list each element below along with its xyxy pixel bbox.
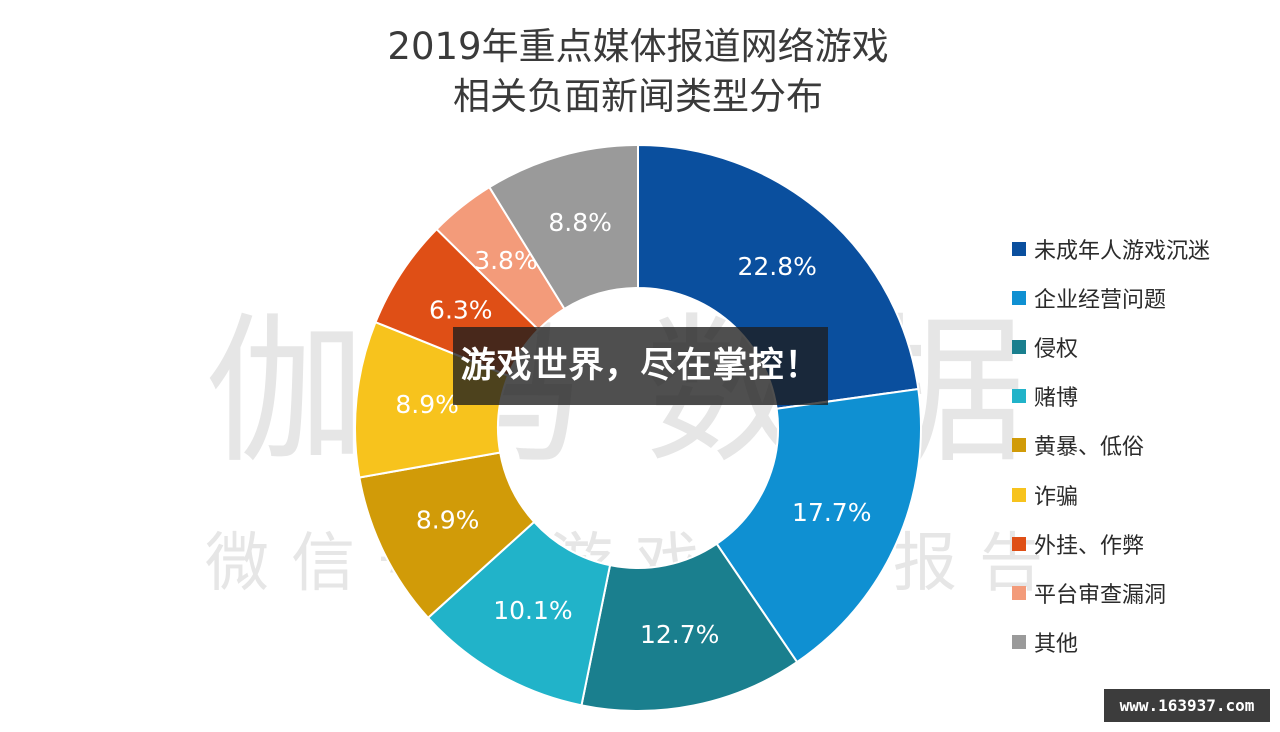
legend-label: 赌博 [1034,386,1079,412]
chart-title-line-2: 相关负面新闻类型分布 [453,75,823,118]
chart-legend: 未成年人游戏沉迷 企业经营问题 侵权赌博黄暴、低俗诈骗外挂、作弊平台审查漏洞 其他 [1012,224,1210,667]
legend-swatch [1012,635,1026,650]
legend-label: 外挂、作弊 [1034,533,1145,559]
legend-label: 未成年人游戏沉迷 [1034,238,1211,264]
legend-item-5: 诈骗 [1012,470,1210,519]
legend-label: 侵权 [1034,336,1079,362]
legend-label: 其他 [1034,632,1079,658]
legend-item-8: 其他 [1012,618,1210,667]
legend-item-0: 未成年人游戏沉迷 [1012,224,1210,273]
slice-label-5: 8.9% [395,390,459,419]
legend-item-4: 黄暴、低俗 [1012,421,1210,470]
legend-item-7: 平台审查漏洞 [1012,568,1210,617]
donut-slice-2 [580,542,799,712]
legend-swatch [1012,389,1026,404]
legend-item-6: 外挂、作弊 [1012,519,1210,568]
legend-swatch [1012,241,1026,256]
legend-swatch [1012,536,1026,551]
legend-item-1: 企业经营问题 [1012,273,1210,322]
legend-label: 黄暴、低俗 [1034,435,1145,461]
chart-title-line-1: 2019年重点媒体报道网络游戏 [387,25,889,68]
legend-swatch [1012,290,1026,305]
legend-label: 诈骗 [1034,484,1079,510]
slice-label-3: 10.1% [493,596,572,625]
legend-swatch [1012,339,1026,354]
legend-item-2: 侵权 [1012,322,1210,371]
site-badge: www.163937.com [1104,689,1270,722]
legend-label: 平台审查漏洞 [1034,582,1167,608]
slice-label-0: 22.8% [737,252,816,281]
chart-title: 2019年重点媒体报道网络游戏 相关负面新闻类型分布 [0,22,1276,122]
slice-label-2: 12.7% [640,620,719,649]
overlay-banner: 游戏世界，尽在掌控！ [453,327,828,405]
slice-label-6: 6.3% [429,296,493,325]
legend-swatch [1012,585,1026,600]
donut-slice-8 [487,143,639,311]
legend-item-3: 赌博 [1012,372,1210,421]
legend-swatch [1012,438,1026,453]
donut-slice-1 [715,387,922,664]
slice-label-4: 8.9% [416,505,480,534]
slice-label-1: 17.7% [792,498,871,527]
donut-slice-0 [637,143,920,410]
slice-label-8: 8.8% [548,208,612,237]
legend-label: 企业经营问题 [1034,287,1167,313]
slice-label-7: 3.8% [474,246,538,275]
legend-swatch [1012,487,1026,502]
